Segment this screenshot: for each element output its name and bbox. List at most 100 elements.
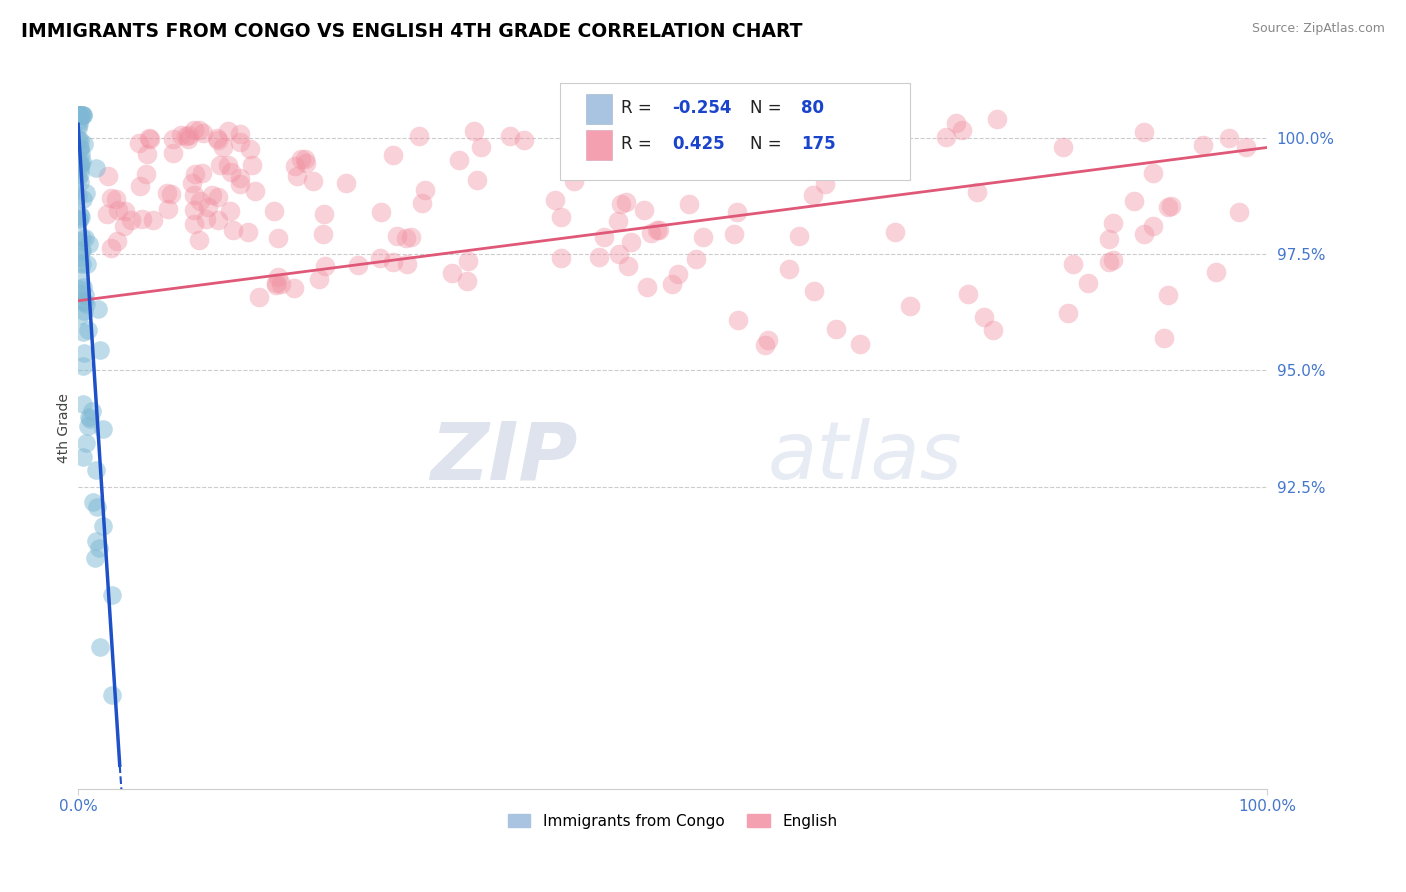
Point: [170, 128, 193, 142]
Point: [67, 213, 90, 227]
Point: [308, 272, 330, 286]
Point: [101, 588, 124, 602]
Point: [544, 194, 567, 208]
Point: [87, 302, 110, 317]
Point: [294, 153, 316, 167]
Point: [177, 132, 200, 146]
Point: [174, 128, 197, 143]
Point: [207, 132, 229, 146]
Point: [77, 419, 100, 434]
Point: [156, 186, 179, 201]
Point: [73, 287, 96, 301]
Point: [129, 179, 152, 194]
Point: [84, 534, 107, 549]
Point: [873, 129, 896, 144]
Point: [725, 205, 748, 219]
Point: [70, 157, 93, 171]
Point: [284, 159, 307, 173]
Point: [607, 247, 630, 261]
Point: [100, 241, 122, 255]
Point: [945, 116, 967, 130]
Point: [616, 259, 638, 273]
Point: [685, 252, 707, 267]
Point: [457, 253, 479, 268]
Point: [370, 205, 392, 219]
Point: [229, 178, 252, 192]
Point: [219, 165, 242, 179]
Point: [188, 123, 211, 137]
Point: [239, 142, 262, 156]
Point: [935, 129, 957, 144]
Point: [217, 158, 239, 172]
Point: [645, 223, 668, 237]
Point: [301, 174, 323, 188]
Point: [1142, 166, 1164, 180]
Point: [79, 237, 101, 252]
Point: [72, 325, 94, 339]
Text: -0.254: -0.254: [672, 99, 733, 117]
Point: [229, 171, 252, 186]
Point: [787, 229, 810, 244]
Point: [1077, 276, 1099, 290]
Point: [1098, 232, 1121, 246]
Point: [188, 194, 211, 209]
Point: [1192, 138, 1215, 153]
Point: [814, 177, 837, 191]
Point: [347, 258, 370, 272]
Point: [463, 124, 485, 138]
Point: [314, 259, 336, 273]
Point: [75, 297, 97, 311]
Point: [73, 345, 96, 359]
Point: [69, 161, 91, 176]
Point: [70, 108, 93, 122]
Point: [72, 108, 94, 122]
Point: [1234, 140, 1257, 154]
Point: [86, 500, 108, 514]
Point: [756, 333, 779, 347]
Text: IMMIGRANTS FROM CONGO VS ENGLISH 4TH GRADE CORRELATION CHART: IMMIGRANTS FROM CONGO VS ENGLISH 4TH GRA…: [21, 22, 803, 41]
Point: [72, 450, 94, 464]
Point: [67, 108, 90, 122]
Point: [1205, 265, 1227, 279]
Point: [188, 233, 211, 247]
Point: [218, 203, 240, 218]
Point: [981, 323, 1004, 337]
Point: [120, 212, 142, 227]
Point: [610, 197, 633, 211]
Point: [470, 140, 492, 154]
Point: [1102, 215, 1125, 229]
Point: [69, 147, 91, 161]
Point: [290, 152, 312, 166]
Point: [135, 146, 157, 161]
Point: [562, 174, 585, 188]
Point: [217, 124, 239, 138]
Point: [229, 127, 252, 141]
Point: [70, 230, 93, 244]
Point: [335, 176, 357, 190]
Point: [973, 310, 995, 325]
Point: [87, 541, 110, 555]
Point: [191, 166, 214, 180]
Point: [550, 210, 572, 224]
Point: [69, 142, 91, 156]
Point: [655, 138, 678, 153]
Point: [67, 108, 90, 122]
Point: [267, 270, 290, 285]
Point: [513, 133, 536, 147]
Point: [550, 251, 572, 265]
Point: [385, 229, 408, 244]
Point: [69, 207, 91, 221]
Point: [1157, 287, 1180, 301]
Point: [72, 359, 94, 374]
Point: [100, 688, 122, 702]
Point: [105, 193, 128, 207]
Text: 80: 80: [801, 99, 824, 117]
Point: [830, 115, 852, 129]
Point: [73, 293, 96, 308]
Point: [91, 519, 114, 533]
Point: [193, 126, 215, 140]
Point: [67, 108, 90, 122]
Point: [183, 188, 205, 202]
Point: [69, 133, 91, 147]
Point: [84, 550, 107, 565]
